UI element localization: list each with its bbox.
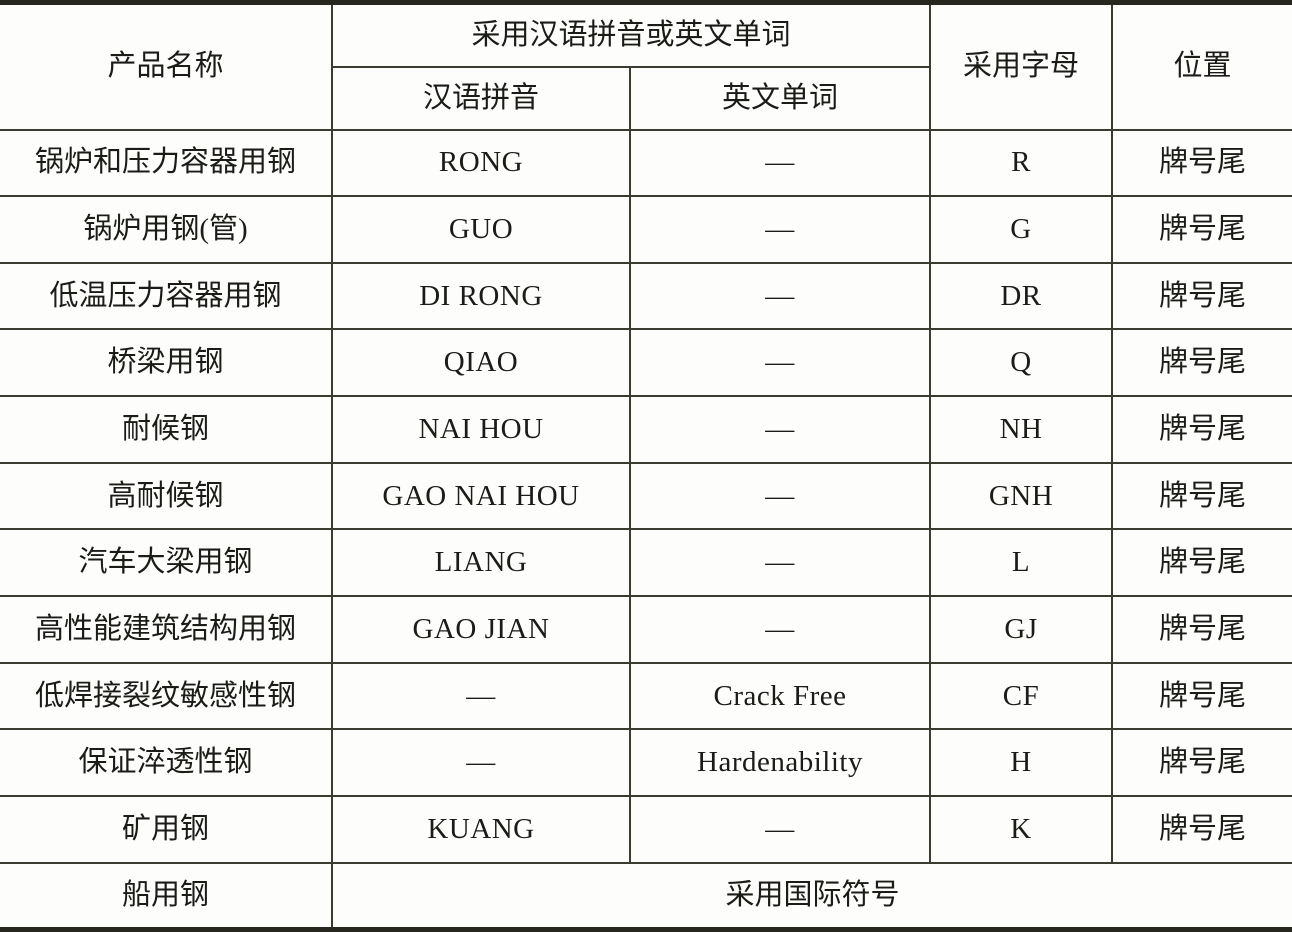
- cell-english: —: [628, 328, 932, 398]
- header-letters: 采用字母: [929, 1, 1114, 131]
- cell-product: 锅炉和压力容器用钢: [0, 128, 333, 198]
- table-row: 低温压力容器用钢 DI RONG — DR 牌号尾: [0, 261, 1292, 331]
- cell-english: —: [628, 595, 932, 664]
- cell-letters: R: [929, 128, 1114, 198]
- cell-english: —: [628, 261, 932, 331]
- cell-position: 牌号尾: [1111, 595, 1292, 664]
- cell-position: 牌号尾: [1111, 328, 1292, 398]
- cell-position: 牌号尾: [1111, 528, 1292, 598]
- cell-product: 高耐候钢: [0, 461, 333, 531]
- cell-english: Crack Free: [628, 661, 932, 731]
- cell-pinyin: GUO: [331, 195, 631, 264]
- header-product-name: 产品名称: [0, 1, 333, 131]
- table-row: 保证淬透性钢 — Hardenability H 牌号尾: [0, 728, 1292, 798]
- cell-pinyin: KUANG: [331, 795, 631, 864]
- cell-english: —: [628, 528, 932, 598]
- cell-position: 牌号尾: [1111, 795, 1292, 864]
- cell-pinyin: QIAO: [331, 328, 631, 398]
- table-row: 高耐候钢 GAO NAI HOU — GNH 牌号尾: [0, 461, 1292, 531]
- table-row: 锅炉用钢(管) GUO — G 牌号尾: [0, 195, 1292, 264]
- cell-letters: DR: [929, 261, 1114, 331]
- cell-english: —: [628, 795, 932, 864]
- cell-pinyin: —: [331, 728, 631, 798]
- header-english: 英文单词: [628, 65, 931, 131]
- cell-product: 低温压力容器用钢: [0, 261, 333, 331]
- cell-english: —: [628, 461, 932, 531]
- table-row: 耐候钢 NAI HOU — NH 牌号尾: [0, 395, 1292, 464]
- cell-pinyin: NAI HOU: [331, 395, 631, 464]
- table-row: 汽车大梁用钢 LIANG — L 牌号尾: [0, 528, 1292, 598]
- cell-pinyin: LIANG: [331, 528, 631, 598]
- cell-pinyin: GAO NAI HOU: [331, 461, 631, 531]
- table-row-ship-steel: 船用钢 采用国际符号: [0, 861, 1292, 931]
- cell-english: —: [628, 128, 932, 198]
- cell-pinyin: —: [331, 661, 631, 731]
- table-row: 锅炉和压力容器用钢 RONG — R 牌号尾: [0, 128, 1292, 198]
- cell-product: 保证淬透性钢: [0, 728, 333, 798]
- cell-pinyin: DI RONG: [331, 261, 631, 331]
- cell-product: 矿用钢: [0, 795, 333, 864]
- cell-product: 汽车大梁用钢: [0, 528, 333, 598]
- header-row-sub: 汉语拼音 英文单词: [0, 65, 1292, 131]
- cell-english: Hardenability: [628, 728, 932, 798]
- cell-international-symbol-note: 采用国际符号: [330, 861, 1292, 931]
- cell-product: 桥梁用钢: [0, 328, 333, 398]
- cell-position: 牌号尾: [1111, 461, 1292, 531]
- cell-letters: CF: [929, 661, 1114, 731]
- cell-position: 牌号尾: [1111, 661, 1292, 731]
- cell-pinyin: RONG: [331, 128, 631, 198]
- cell-letters: GJ: [929, 595, 1114, 664]
- header-row-top: 产品名称 采用汉语拼音或英文单词 采用字母 位置: [0, 1, 1292, 131]
- cell-position: 牌号尾: [1111, 261, 1292, 331]
- table-row: 桥梁用钢 QIAO — Q 牌号尾: [0, 328, 1292, 398]
- cell-position: 牌号尾: [1111, 728, 1292, 798]
- cell-position: 牌号尾: [1111, 195, 1292, 264]
- header-position: 位置: [1111, 1, 1292, 131]
- cell-letters: G: [929, 195, 1114, 264]
- cell-letters: H: [929, 728, 1114, 798]
- cell-position: 牌号尾: [1111, 128, 1292, 198]
- table-row: 高性能建筑结构用钢 GAO JIAN — GJ 牌号尾: [0, 595, 1292, 664]
- cell-letters: K: [929, 795, 1114, 864]
- header-pinyin-or-english: 采用汉语拼音或英文单词: [330, 1, 932, 68]
- cell-letters: GNH: [929, 461, 1114, 531]
- cell-pinyin: GAO JIAN: [331, 595, 631, 664]
- cell-letters: L: [929, 528, 1114, 598]
- cell-letters: Q: [929, 328, 1114, 398]
- cell-position: 牌号尾: [1111, 395, 1292, 464]
- table-row: 矿用钢 KUANG — K 牌号尾: [0, 795, 1292, 864]
- cell-letters: NH: [929, 395, 1114, 464]
- cell-product: 船用钢: [0, 861, 333, 931]
- cell-product: 高性能建筑结构用钢: [0, 595, 333, 664]
- cell-product: 耐候钢: [0, 395, 333, 464]
- cell-english: —: [628, 395, 932, 464]
- cell-product: 锅炉用钢(管): [0, 195, 333, 264]
- cell-english: —: [628, 195, 932, 264]
- table-row: 低焊接裂纹敏感性钢 — Crack Free CF 牌号尾: [0, 661, 1292, 731]
- header-pinyin: 汉语拼音: [332, 65, 631, 131]
- cell-product: 低焊接裂纹敏感性钢: [0, 661, 333, 731]
